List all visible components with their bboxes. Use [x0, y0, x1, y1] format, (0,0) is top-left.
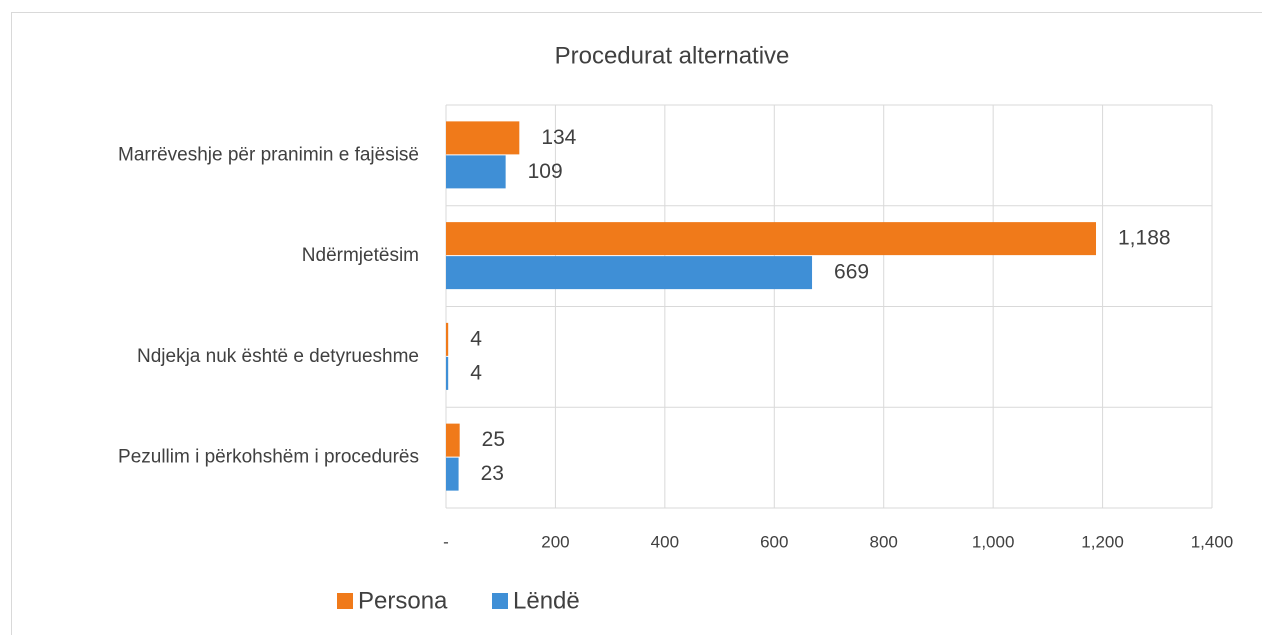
x-tick-label: 1,000 — [972, 532, 1015, 551]
data-label: 25 — [482, 428, 505, 451]
x-tick-label: 1,200 — [1081, 532, 1124, 551]
chart-title: Procedurat alternative — [555, 42, 790, 69]
data-label: 109 — [528, 160, 563, 183]
data-label: 1,188 — [1118, 227, 1171, 250]
x-tick-label: - — [443, 532, 449, 551]
bar — [446, 423, 460, 457]
data-label: 23 — [481, 462, 504, 485]
x-tick-label: 1,400 — [1191, 532, 1234, 551]
legend-swatch — [492, 593, 508, 609]
y-tick-label: Pezullim i përkohshëm i procedurës — [118, 447, 419, 468]
bar — [446, 356, 449, 390]
x-tick-label: 200 — [541, 532, 569, 551]
x-tick-label: 600 — [760, 532, 788, 551]
legend-label: Persona — [358, 587, 448, 614]
bar — [446, 322, 449, 356]
data-label: 669 — [834, 261, 869, 284]
data-label: 134 — [541, 126, 576, 149]
bar — [446, 256, 813, 290]
bar — [446, 222, 1097, 256]
x-tick-label: 800 — [870, 532, 898, 551]
legend-label: Lëndë — [513, 587, 580, 614]
bar — [446, 457, 459, 491]
y-tick-label: Marrëveshje për pranimin e fajësisë — [118, 144, 419, 165]
y-tick-label: Ndjekja nuk është e detyrueshme — [137, 346, 419, 367]
data-label: 4 — [470, 327, 482, 350]
bar — [446, 121, 520, 155]
x-tick-label: 400 — [651, 532, 679, 551]
data-label: 4 — [470, 361, 482, 384]
chart-frame — [11, 12, 1262, 635]
legend-swatch — [337, 593, 353, 609]
y-tick-label: Ndërmjetësim — [302, 245, 419, 266]
bar — [446, 155, 506, 189]
